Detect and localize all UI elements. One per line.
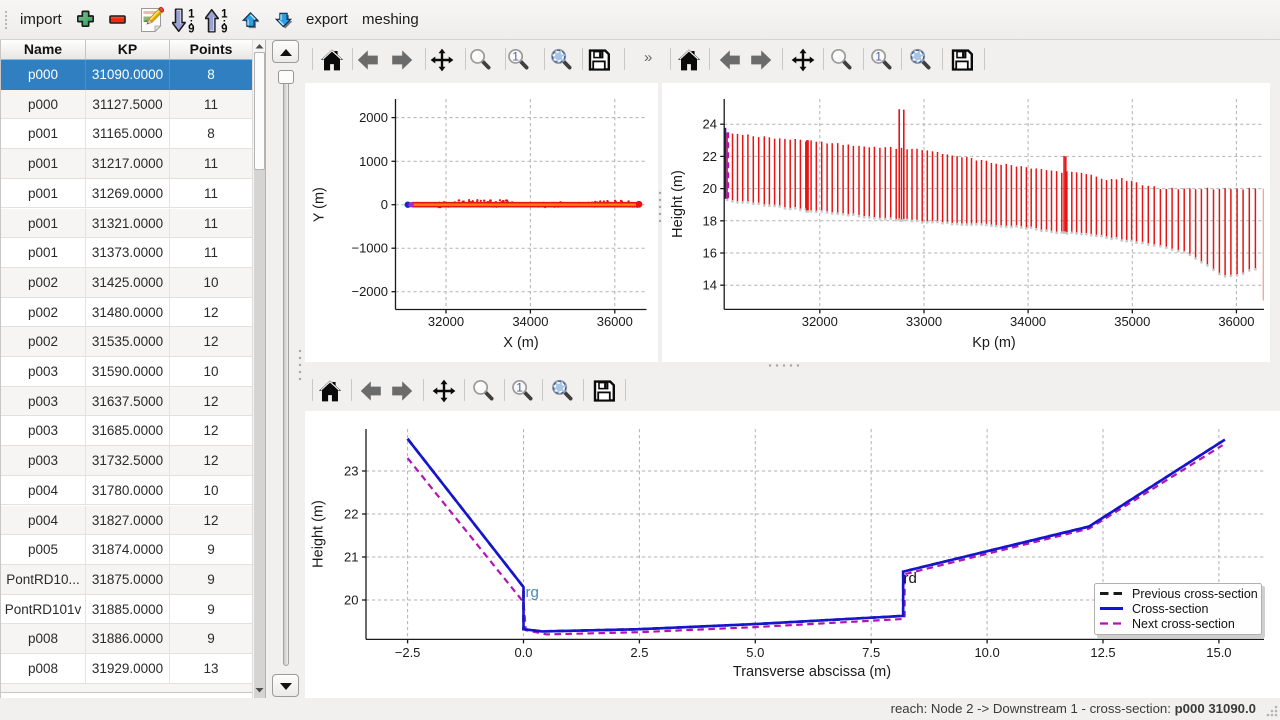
svg-text:10.0: 10.0 xyxy=(974,645,999,660)
svg-text:X (m): X (m) xyxy=(503,335,538,351)
svg-text:32000: 32000 xyxy=(428,314,464,329)
svg-text:9: 9 xyxy=(221,24,227,33)
svg-text:7.5: 7.5 xyxy=(862,645,880,660)
svg-text:16: 16 xyxy=(703,246,717,261)
svg-text:22: 22 xyxy=(344,507,358,522)
svg-text:24: 24 xyxy=(703,117,717,132)
svg-text:Cross-section: Cross-section xyxy=(1132,602,1208,616)
svg-text:14: 14 xyxy=(703,278,717,293)
svg-text:Next cross-section: Next cross-section xyxy=(1132,617,1235,631)
svg-text:0.0: 0.0 xyxy=(514,645,532,660)
svg-text:2.5: 2.5 xyxy=(630,645,648,660)
svg-text:2000: 2000 xyxy=(359,110,388,125)
svg-text:36000: 36000 xyxy=(1218,314,1254,329)
svg-text:34000: 34000 xyxy=(1010,314,1046,329)
svg-text:20: 20 xyxy=(344,593,358,608)
svg-text:35000: 35000 xyxy=(1114,314,1150,329)
svg-text:rd: rd xyxy=(904,570,917,587)
svg-text:12.5: 12.5 xyxy=(1090,645,1115,660)
svg-text:18: 18 xyxy=(703,213,717,228)
svg-text:21: 21 xyxy=(344,550,358,565)
svg-text:1: 1 xyxy=(221,9,228,21)
svg-text:Kp (m): Kp (m) xyxy=(972,335,1016,351)
svg-text:1000: 1000 xyxy=(359,154,388,169)
svg-text:34000: 34000 xyxy=(512,314,548,329)
svg-text:23: 23 xyxy=(344,464,358,479)
svg-text:0: 0 xyxy=(381,197,388,212)
svg-text:5.0: 5.0 xyxy=(746,645,764,660)
svg-text:1: 1 xyxy=(188,9,195,21)
svg-text:Y (m): Y (m) xyxy=(312,187,328,222)
svg-text:9: 9 xyxy=(188,24,194,33)
svg-text:33000: 33000 xyxy=(906,314,942,329)
svg-text:22: 22 xyxy=(703,149,717,164)
svg-text:−2.5: −2.5 xyxy=(395,645,421,660)
svg-text:rg: rg xyxy=(526,584,539,601)
svg-text:−2000: −2000 xyxy=(351,284,388,299)
svg-text:Transverse abscissa (m): Transverse abscissa (m) xyxy=(733,664,891,680)
svg-text:Previous cross-section: Previous cross-section xyxy=(1132,587,1258,601)
svg-text:Height (m): Height (m) xyxy=(670,170,686,238)
svg-text:32000: 32000 xyxy=(802,314,838,329)
svg-text:20: 20 xyxy=(703,181,717,196)
svg-text:−1000: −1000 xyxy=(351,241,388,256)
svg-text:Height (m): Height (m) xyxy=(311,500,327,568)
svg-text:36000: 36000 xyxy=(597,314,633,329)
svg-text:15.0: 15.0 xyxy=(1206,645,1231,660)
